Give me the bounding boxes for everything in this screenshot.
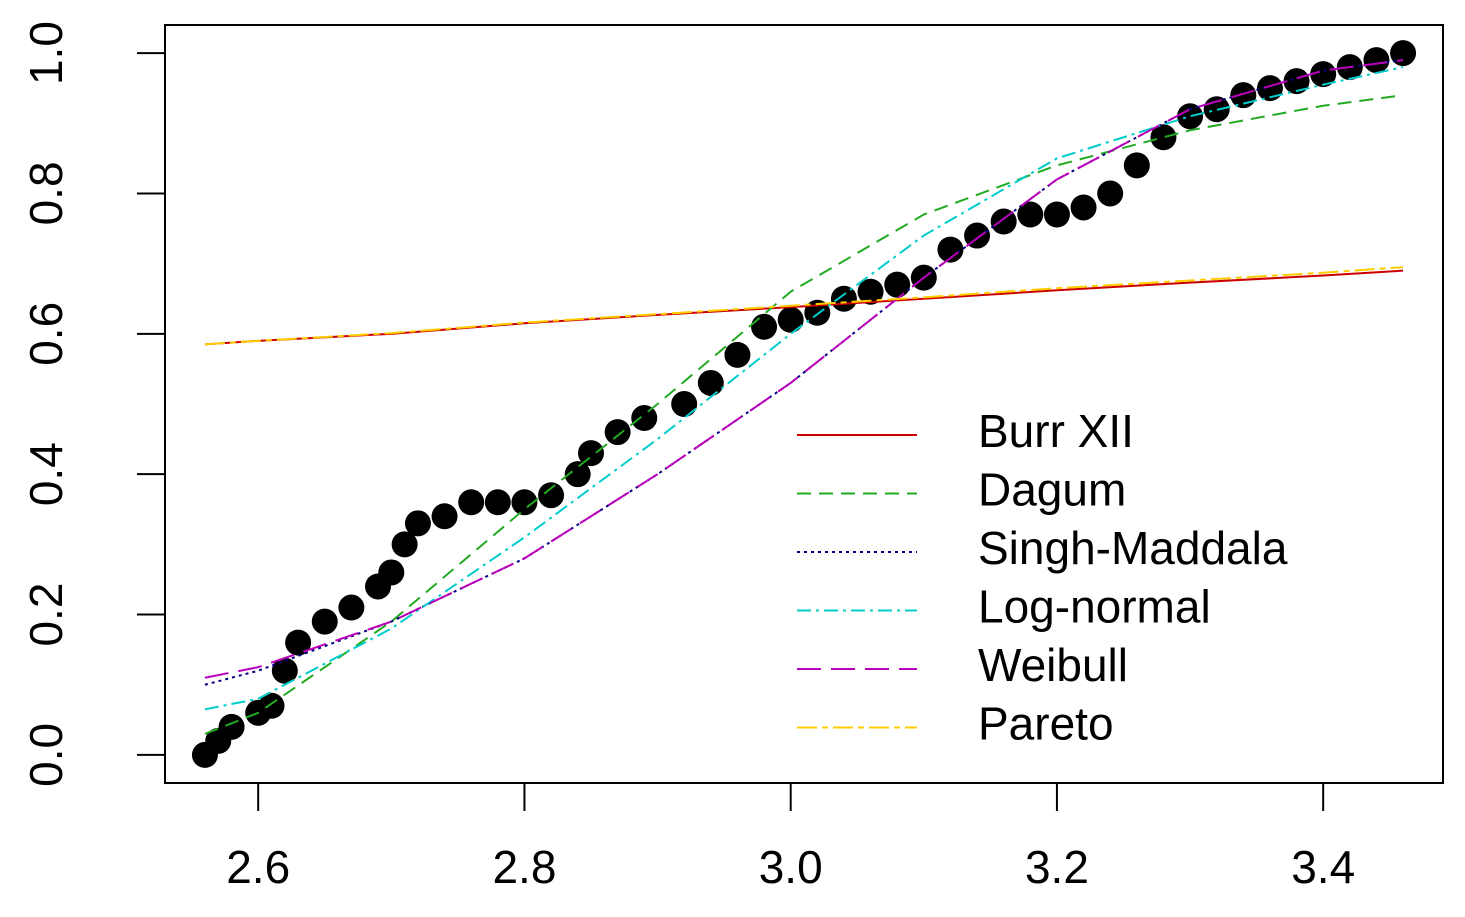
y-tick-label: 0.6	[20, 302, 72, 366]
legend-label: Log-normal	[978, 581, 1211, 633]
empirical-point	[1390, 40, 1417, 67]
y-tick-label: 0.0	[20, 723, 72, 787]
empirical-point	[1017, 201, 1044, 228]
empirical-point	[378, 559, 405, 586]
empirical-point	[338, 594, 365, 621]
empirical-point	[1123, 152, 1150, 179]
empirical-point	[724, 341, 751, 368]
legend-label: Weibull	[978, 639, 1128, 691]
empirical-point	[1150, 124, 1177, 151]
x-tick-label: 3.0	[759, 841, 823, 893]
empirical-point	[484, 489, 511, 516]
empirical-point	[604, 419, 631, 446]
empirical-point	[830, 285, 857, 312]
fit-line	[204, 269, 1404, 346]
fit-line	[204, 94, 1404, 735]
empirical-point	[1097, 180, 1124, 207]
empirical-point	[578, 440, 604, 467]
empirical-point	[1203, 96, 1230, 123]
legend-label: Burr XII	[978, 405, 1134, 457]
fit-line	[204, 66, 1404, 711]
x-tick-label: 2.6	[226, 841, 290, 893]
y-tick-label: 0.8	[20, 161, 72, 225]
fit-line	[204, 59, 1404, 679]
empirical-point	[404, 510, 431, 537]
empirical-point	[1070, 194, 1097, 221]
plot-frame	[164, 24, 1444, 784]
empirical-point	[271, 657, 298, 684]
empirical-point	[937, 236, 964, 263]
x-tick-label: 2.8	[492, 841, 556, 893]
empirical-point	[1043, 201, 1070, 228]
empirical-point	[777, 306, 804, 333]
y-tick-label: 0.4	[20, 442, 72, 506]
empirical-point	[218, 713, 245, 740]
y-tick-label: 1.0	[20, 21, 72, 85]
empirical-point	[1256, 75, 1283, 102]
empirical-point	[391, 531, 418, 558]
legend-label: Dagum	[978, 464, 1126, 516]
y-tick-label: 0.2	[20, 583, 72, 647]
x-tick-label: 3.2	[1025, 841, 1089, 893]
empirical-point	[1310, 61, 1337, 88]
empirical-point	[1283, 68, 1310, 95]
empirical-point	[697, 369, 724, 396]
empirical-point	[1177, 103, 1204, 130]
empirical-point	[1363, 47, 1390, 74]
empirical-point	[671, 391, 698, 417]
empirical-point	[884, 271, 911, 298]
legend-label: Singh-Maddala	[978, 522, 1288, 574]
empirical-point	[458, 489, 485, 516]
empirical-point	[431, 503, 458, 530]
x-tick-label: 3.4	[1291, 841, 1355, 893]
empirical-point	[631, 405, 658, 432]
empirical-point	[285, 629, 312, 656]
empirical-point	[258, 692, 285, 719]
empirical-point	[538, 482, 565, 509]
empirical-point	[564, 461, 591, 488]
empirical-point	[1230, 82, 1257, 109]
legend-label: Pareto	[978, 698, 1114, 750]
fit-line	[204, 59, 1404, 686]
empirical-point	[511, 489, 538, 516]
empirical-point	[857, 278, 884, 305]
empirical-point	[311, 608, 338, 635]
empirical-point	[751, 313, 778, 340]
fit-line	[204, 266, 1404, 346]
